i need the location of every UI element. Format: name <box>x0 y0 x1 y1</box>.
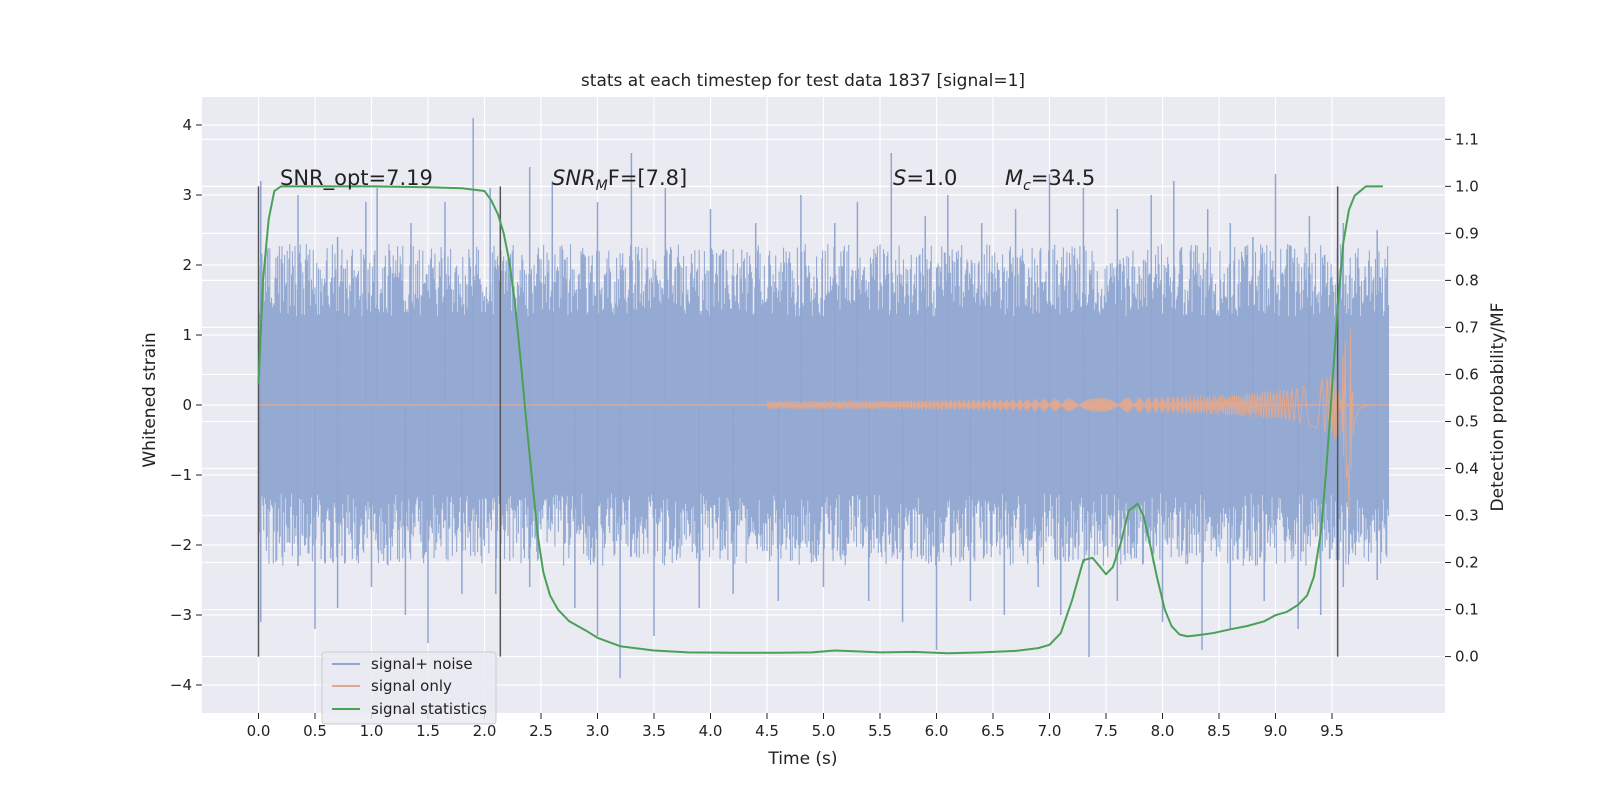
right-y-tick-label: 0.2 <box>1455 554 1479 572</box>
right-y-ticks: 1.1 1.0 0.9 0.8 0.7 0.6 0.5 0.4 0.3 0.2 0.1 0.0 <box>1445 130 1479 666</box>
signal-only-series <box>258 328 1389 518</box>
x-tick-label: 1.5 <box>416 722 440 740</box>
x-tick-label: 3.5 <box>642 722 666 740</box>
legend-label-signal-statistics: signal statistics <box>371 700 487 718</box>
right-y-tick-label: 0.0 <box>1455 648 1479 666</box>
annotation-snr-opt: SNR_opt=7.19 <box>280 166 433 191</box>
x-tick-label: 4.5 <box>755 722 779 740</box>
chart-title: stats at each timestep for test data 183… <box>581 71 1025 91</box>
x-tick-label: 7.0 <box>1038 722 1062 740</box>
left-y-ticks: 4 3 2 1 0 −1 −2 −3 −4 <box>170 116 202 694</box>
right-y-tick-label: 0.5 <box>1455 412 1479 430</box>
x-tick-label: 6.5 <box>981 722 1005 740</box>
right-y-tick-label: 0.3 <box>1455 507 1479 525</box>
signal-statistics-line <box>257 185 1383 655</box>
x-tick-label: 3.0 <box>586 722 610 740</box>
left-y-tick-label: 1 <box>182 326 192 344</box>
x-tick-label: 4.0 <box>699 722 723 740</box>
x-tick-label: 1.0 <box>360 722 384 740</box>
left-y-tick-label: 0 <box>182 396 192 414</box>
x-tick-label: 8.0 <box>1151 722 1175 740</box>
x-tick-label: 8.5 <box>1207 722 1231 740</box>
left-y-tick-label: −3 <box>170 606 192 624</box>
x-tick-label: 5.5 <box>868 722 892 740</box>
x-tick-label: 2.0 <box>473 722 497 740</box>
x-tick-label: 0.5 <box>303 722 327 740</box>
x-axis-label: Time (s) <box>767 749 837 769</box>
x-tick-label: 7.5 <box>1094 722 1118 740</box>
legend-label-signal-only: signal only <box>371 677 452 695</box>
left-y-tick-label: 2 <box>182 256 192 274</box>
left-y-tick-label: −1 <box>170 466 192 484</box>
left-y-tick-label: 4 <box>182 116 192 134</box>
vertical-markers <box>257 186 1339 657</box>
right-y-tick-label: 0.9 <box>1455 224 1479 242</box>
left-y-tick-label: 3 <box>182 186 192 204</box>
x-tick-label: 0.0 <box>247 722 271 740</box>
legend-label-signal-noise: signal+ noise <box>371 655 473 673</box>
x-tick-label: 5.0 <box>812 722 836 740</box>
right-y-tick-label: 0.4 <box>1455 459 1479 477</box>
right-y-tick-label: 0.7 <box>1455 318 1479 336</box>
x-tick-label: 6.0 <box>925 722 949 740</box>
signal-only-chirp <box>766 328 1389 518</box>
annotation-snr-mf: SNRMF=[7.8] <box>552 166 687 194</box>
x-tick-label: 9.5 <box>1320 722 1344 740</box>
signal-statistics-series <box>257 185 1383 655</box>
annotation-s: S=1.0 <box>893 166 957 190</box>
right-y-tick-label: 1.1 <box>1455 130 1479 148</box>
x-ticks: 0.0 0.5 1.0 1.5 2.0 2.5 3.0 3.5 4.0 4.5 5.0 5.5 6.0 6… <box>247 713 1344 740</box>
x-tick-label: 9.0 <box>1264 722 1288 740</box>
left-y-tick-label: −2 <box>170 536 192 554</box>
x-tick-label: 2.5 <box>529 722 553 740</box>
legend-box <box>321 651 497 725</box>
right-y-tick-label: 0.1 <box>1455 601 1479 619</box>
right-y-tick-label: 0.6 <box>1455 365 1479 383</box>
right-y-tick-label: 0.8 <box>1455 271 1479 289</box>
right-y-tick-label: 1.0 <box>1455 177 1479 195</box>
left-y-tick-label: −4 <box>170 676 192 694</box>
legend: signal+ noise signal only signal statist… <box>321 651 497 725</box>
y-axis-label-right: Detection probability/MF <box>1488 303 1508 512</box>
annotation-mc: Mc=34.5 <box>1005 166 1095 194</box>
y-axis-label-left: Whitened strain <box>140 332 160 467</box>
